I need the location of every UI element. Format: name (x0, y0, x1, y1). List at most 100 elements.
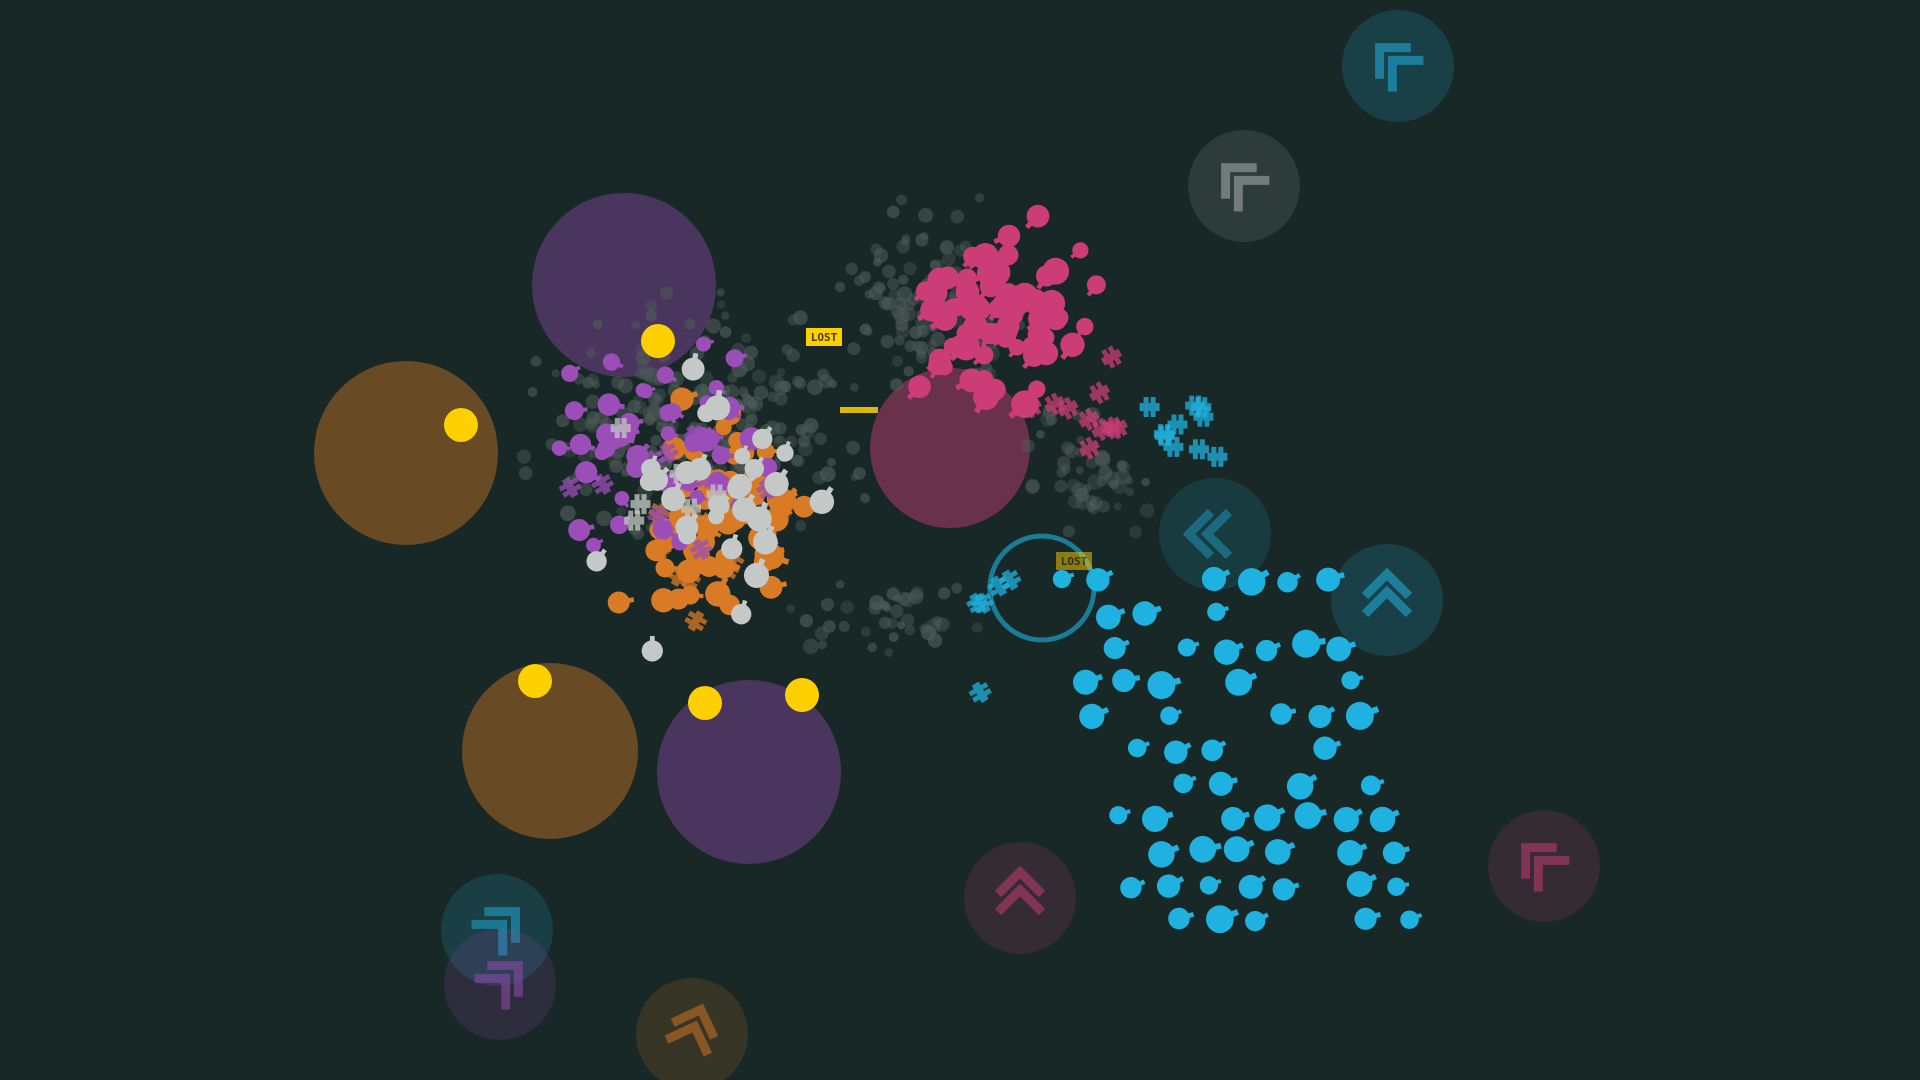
cyan-unit[interactable] (1342, 865, 1381, 901)
pink-unit[interactable] (957, 243, 986, 273)
pink-unit[interactable] (900, 371, 935, 406)
orange-unit[interactable] (664, 581, 696, 614)
spawn-beacon-cyan-bottom[interactable] (441, 874, 553, 986)
purple-vehicle[interactable] (557, 474, 584, 501)
cyan-unit[interactable] (1323, 632, 1359, 664)
white-unit[interactable] (749, 521, 783, 558)
cyan-unit[interactable] (1197, 872, 1224, 897)
white-vehicle[interactable] (681, 498, 701, 519)
cyan-unit[interactable] (1125, 735, 1153, 761)
cyan-unit[interactable] (1329, 800, 1368, 837)
white-unit[interactable] (774, 439, 797, 464)
spawn-beacon-pink-right[interactable] (1488, 810, 1600, 922)
cyan-unit[interactable] (1250, 798, 1290, 836)
cyan-unit[interactable] (1210, 633, 1248, 669)
purple-unit[interactable] (596, 392, 626, 418)
cyan-vehicle[interactable] (1188, 439, 1209, 460)
cyan-unit[interactable] (1282, 765, 1323, 804)
cyan-unit[interactable] (1144, 835, 1184, 872)
cyan-unit[interactable] (1197, 733, 1230, 765)
cyan-unit[interactable] (1220, 830, 1258, 866)
pink-unit[interactable] (1081, 271, 1110, 301)
pink-unit[interactable] (965, 379, 1004, 419)
white-vehicle[interactable] (669, 463, 690, 484)
cyan-unit[interactable] (1205, 599, 1231, 623)
white-unit[interactable] (729, 598, 755, 627)
pink-unit[interactable] (1003, 336, 1028, 362)
purple-unit[interactable] (600, 351, 626, 375)
pink-unit[interactable] (1043, 304, 1073, 334)
white-unit[interactable] (748, 421, 779, 453)
purple-unit[interactable] (551, 440, 571, 456)
pink-unit[interactable] (1026, 336, 1063, 373)
pink-unit[interactable] (951, 364, 987, 398)
cyan-unit[interactable] (1358, 772, 1387, 798)
pink-vehicle[interactable] (1041, 391, 1068, 418)
cyan-vehicle[interactable] (1163, 436, 1184, 457)
pink-unit[interactable] (909, 277, 940, 307)
cyan-unit[interactable] (1158, 702, 1185, 727)
pink-unit[interactable] (947, 275, 984, 312)
cyan-unit[interactable] (1261, 833, 1299, 869)
yellow-unit[interactable] (688, 686, 722, 720)
white-unit[interactable] (719, 532, 746, 562)
white-unit[interactable] (732, 443, 754, 467)
spawn-beacon-cyan-top[interactable] (1342, 10, 1454, 122)
cyan-vehicle[interactable] (1167, 414, 1188, 435)
orange-vehicle[interactable] (682, 607, 709, 634)
purple-vehicle[interactable] (645, 503, 672, 530)
purple-unit[interactable] (567, 431, 598, 459)
pink-unit[interactable] (1066, 239, 1091, 264)
purple-unit[interactable] (558, 360, 585, 386)
cyan-unit[interactable] (1129, 597, 1165, 629)
pink-unit[interactable] (1033, 253, 1075, 293)
yellow-unit[interactable] (785, 678, 819, 712)
cyan-unit[interactable] (1070, 665, 1107, 698)
purple-vehicle[interactable] (589, 471, 616, 498)
purple-unit[interactable] (634, 381, 655, 400)
purple-unit[interactable] (594, 445, 613, 461)
cyan-unit[interactable] (1252, 635, 1284, 665)
yellow-unit[interactable] (518, 664, 552, 698)
cyan-unit[interactable] (1333, 834, 1371, 869)
white-vehicle[interactable] (706, 484, 727, 505)
pink-unit[interactable] (1053, 328, 1090, 366)
pink-unit[interactable] (954, 310, 993, 348)
pink-unit[interactable] (912, 294, 948, 329)
cyan-unit[interactable] (1234, 868, 1271, 904)
white-unit[interactable] (741, 452, 770, 482)
cyan-unit[interactable] (1386, 875, 1411, 897)
cyan-unit[interactable] (1366, 800, 1404, 836)
pink-vehicle[interactable] (1104, 414, 1131, 441)
cyan-unit[interactable] (1198, 561, 1235, 595)
cyan-unit[interactable] (1218, 803, 1253, 834)
pink-vehicle[interactable] (1098, 343, 1125, 370)
purple-unit[interactable] (566, 516, 597, 543)
white-unit[interactable] (641, 635, 663, 662)
cyan-unit[interactable] (1082, 562, 1118, 596)
cyan-unit[interactable] (1233, 560, 1275, 601)
cyan-unit[interactable] (1170, 769, 1200, 797)
cyan-unit[interactable] (1206, 768, 1240, 798)
cyan-vehicle[interactable] (1139, 397, 1160, 417)
purple-vehicle[interactable] (687, 536, 714, 563)
pink-unit[interactable] (942, 295, 969, 323)
white-unit[interactable] (694, 398, 722, 426)
cyan-unit[interactable] (1342, 696, 1383, 734)
spawn-beacon-cyan-mid[interactable] (1159, 478, 1271, 590)
cyan-unit[interactable] (1050, 566, 1077, 591)
pink-unit[interactable] (1022, 377, 1049, 404)
pink-vehicle[interactable] (1075, 406, 1102, 433)
cyan-vehicle[interactable] (964, 589, 991, 616)
pink-unit[interactable] (937, 335, 964, 361)
purple-unit[interactable] (564, 400, 589, 421)
cyan-unit[interactable] (1292, 799, 1329, 831)
purple-unit[interactable] (724, 346, 749, 369)
purple-unit[interactable] (661, 400, 687, 425)
white-unit[interactable] (743, 498, 778, 535)
cyan-unit[interactable] (1290, 627, 1327, 659)
purple-vehicle[interactable] (654, 439, 681, 466)
cyan-unit[interactable] (1166, 904, 1197, 932)
cyan-vehicle[interactable] (967, 679, 994, 706)
